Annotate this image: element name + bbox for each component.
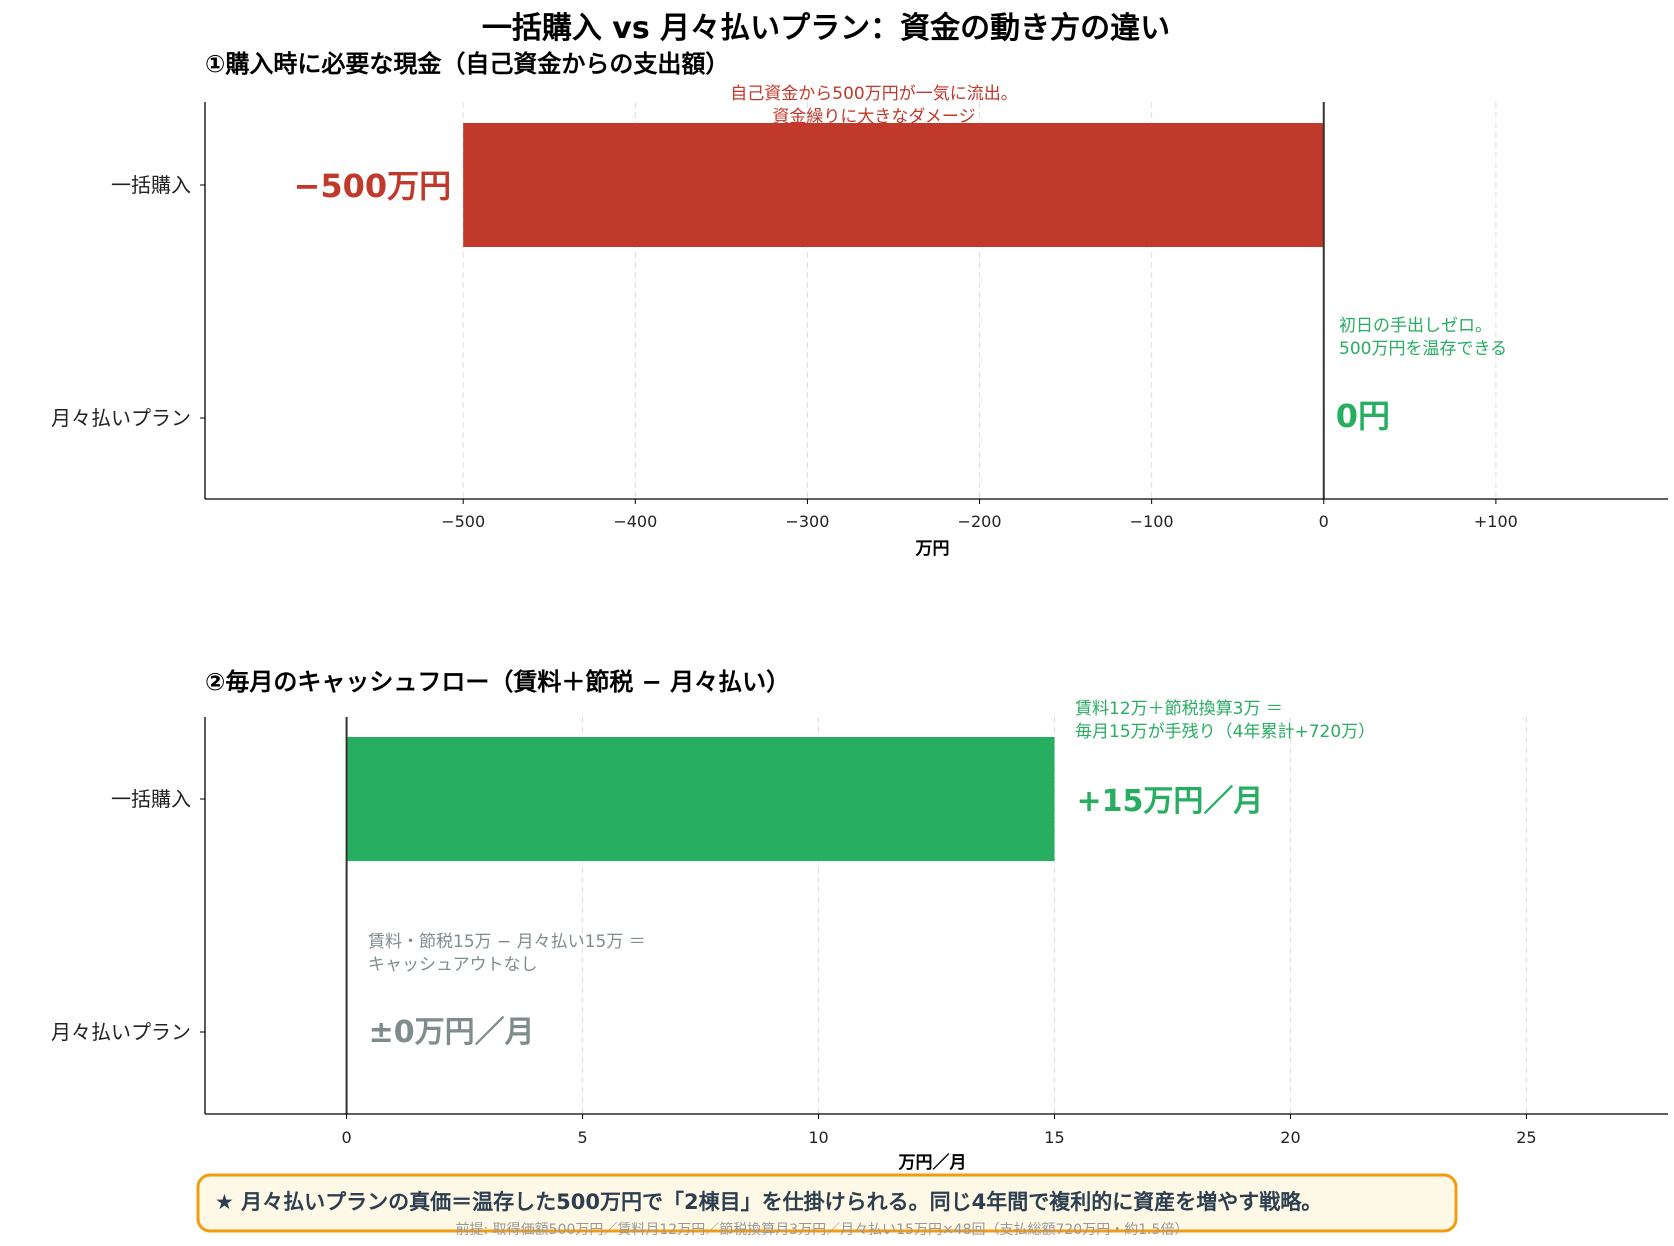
footer-note-box xyxy=(196,1173,1458,1233)
x-tick-label: 0 xyxy=(1319,512,1329,531)
figure-title: 一括購入 vs 月々払いプラン：資金の動き方の違い xyxy=(482,11,1170,46)
value-label: 0円 xyxy=(1336,397,1390,435)
chart2-title: ②毎月のキャッシュフロー（賃料＋節税 − 月々払い） xyxy=(205,668,790,696)
bar-lump-sum xyxy=(463,123,1324,247)
x-axis-label: 万円／月 xyxy=(898,1152,967,1173)
value-label: −500万円 xyxy=(294,167,452,205)
annotation-text: 500万円を温存できる xyxy=(1339,339,1507,359)
y-tick-label: 月々払いプラン xyxy=(51,1020,191,1044)
x-tick-label: −100 xyxy=(1130,512,1174,531)
bar-lump-sum xyxy=(346,737,1055,861)
annotation-text: 資金繰りに大きなダメージ xyxy=(772,107,975,127)
footer-highlight: ★ 月々払いプランの真価＝温存した500万円で「2棟目」を仕掛けられる。同じ4年… xyxy=(215,1190,1322,1214)
y-tick-label: 一括購入 xyxy=(111,173,191,197)
annotation-text: 毎月15万が手残り（4年累計+720万） xyxy=(1075,722,1375,742)
x-tick-label: +100 xyxy=(1474,512,1518,531)
x-tick-label: −200 xyxy=(958,512,1002,531)
x-tick-label: −300 xyxy=(785,512,829,531)
annotation-text: キャッシュアウトなし xyxy=(368,955,538,975)
x-tick-label: 5 xyxy=(577,1128,587,1147)
x-axis-label: 万円 xyxy=(915,539,950,559)
value-label: ±0万円／月 xyxy=(369,1015,535,1050)
chart1: −500 −400 −300 −200 −100 0 +100 一括購入 −500万円月々払いプ… xyxy=(51,84,1668,559)
x-tick-label: −400 xyxy=(613,512,657,531)
chart1-title: ①購入時に必要な現金（自己資金からの支出額） xyxy=(205,50,729,78)
x-tick-label: 0 xyxy=(341,1128,351,1147)
annotation-text: 自己資金から500万円が一気に流出。 xyxy=(730,84,1017,104)
footer-premise: 前提: 取得価額500万円／賃料月12万円／節税換算月3万円／月々払い15万円×… xyxy=(456,1221,1189,1238)
x-tick-label: 10 xyxy=(808,1128,828,1147)
annotation-text: 初日の手出しゼロ。 xyxy=(1339,316,1492,336)
x-tick-label: 25 xyxy=(1516,1128,1536,1147)
x-tick-label: 15 xyxy=(1044,1128,1064,1147)
y-tick-label: 一括購入 xyxy=(111,787,191,811)
y-tick-label: 月々払いプラン xyxy=(51,406,191,430)
value-label: +15万円／月 xyxy=(1076,784,1263,819)
x-tick-label: 20 xyxy=(1280,1128,1300,1147)
annotation-text: 賃料・節税15万 − 月々払い15万 ＝ xyxy=(368,932,646,952)
annotation-text: 賃料12万＋節税換算3万 ＝ xyxy=(1075,699,1283,719)
x-tick-label: −500 xyxy=(441,512,485,531)
